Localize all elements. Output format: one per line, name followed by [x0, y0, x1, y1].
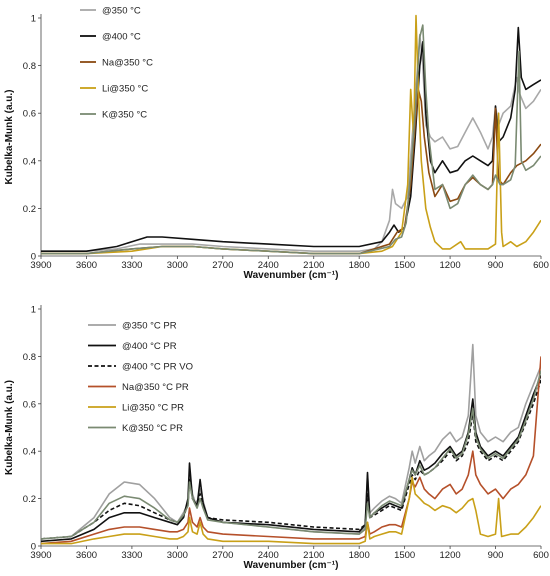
- series-lines: [41, 14, 541, 255]
- y-tick-label: 0.8: [23, 61, 36, 72]
- y-axis-title: Kubelka-Munk (a.u.): [4, 89, 15, 184]
- x-tick-label: 3600: [76, 550, 97, 561]
- legend-label: K@350 °C PR: [122, 423, 183, 434]
- x-tick-label: 3000: [167, 550, 188, 561]
- series-line-4: [41, 356, 541, 545]
- x-tick-label: 1500: [394, 260, 415, 271]
- x-tick-label: 2100: [303, 550, 324, 561]
- y-tick-label: 0.4: [23, 447, 36, 458]
- x-tick-label: 900: [488, 550, 504, 561]
- y-axis-title: Kubelka-Munk (a.u.): [4, 380, 15, 475]
- legend: @350 °C PR @400 °C PR @400 °C PR VO Na@350 …: [88, 321, 193, 434]
- series-line-6: [41, 370, 541, 540]
- x-tick-label: 2400: [258, 550, 279, 561]
- x-tick-label: 900: [488, 260, 504, 271]
- y-tick-label: 0.6: [23, 399, 36, 410]
- x-tick-label: 3900: [30, 550, 51, 561]
- x-tick-label: 3600: [76, 260, 97, 271]
- legend-label: @400 °C: [102, 32, 141, 43]
- x-tick-label: 3300: [121, 550, 142, 561]
- legend-label: @400 °C PR VO: [122, 362, 193, 373]
- legend-label: @350 °C PR: [122, 321, 177, 332]
- y-tick-label: 0.2: [23, 204, 36, 215]
- x-tick-label: 600: [533, 550, 549, 561]
- x-tick-label: 1800: [349, 260, 370, 271]
- x-axis-title: Wavenumber (cm⁻¹): [244, 270, 339, 281]
- series-lines: [41, 343, 541, 545]
- y-tick-label: 0: [31, 542, 36, 553]
- series-line-5: [41, 476, 541, 545]
- y-tick-label: 0.8: [23, 352, 36, 363]
- legend-label: Li@350 °C: [102, 84, 148, 95]
- x-tick-label: 1800: [349, 550, 370, 561]
- series-line-1: [41, 33, 541, 252]
- series-line-4: [41, 14, 541, 255]
- series-line-2: [41, 375, 541, 543]
- x-tick-label: 2400: [258, 260, 279, 271]
- x-tick-label: 2700: [212, 260, 233, 271]
- legend-label: Li@350 °C PR: [122, 403, 184, 414]
- legend-label: Na@350 °C: [102, 58, 153, 69]
- legend-label: Na@350 °C PR: [122, 382, 189, 393]
- y-tick-label: 0.4: [23, 156, 36, 167]
- series-line-1: [41, 343, 541, 540]
- chart-panel-1: 0 0.2 0.4 0.6 0.8 1 3900 3600 3300 3000 2700 2400 21…: [4, 6, 549, 282]
- y-tick-label: 0.2: [23, 494, 36, 505]
- chart-panel-2: 0 0.2 0.4 0.6 0.8 1 3900 3600 3300 3000 2700 2400 21…: [4, 305, 549, 572]
- y-tick-label: 1: [31, 305, 36, 316]
- y-tick-label: 0: [31, 252, 36, 263]
- y-tick-label: 1: [31, 14, 36, 25]
- y-tick-label: 0.6: [23, 109, 36, 120]
- x-tick-label: 1200: [440, 260, 461, 271]
- legend-label: @400 °C PR: [122, 341, 177, 352]
- x-tick-label: 3300: [121, 260, 142, 271]
- x-tick-label: 3000: [167, 260, 188, 271]
- legend-label: K@350 °C: [102, 110, 147, 121]
- x-axis-title: Wavenumber (cm⁻¹): [244, 560, 339, 571]
- series-line-5: [41, 24, 541, 255]
- legend-label: @350 °C: [102, 6, 141, 17]
- x-tick-label: 3900: [30, 260, 51, 271]
- x-tick-label: 2700: [212, 550, 233, 561]
- legend: @350 °C @400 °C Na@350 °C Li@350 °C K@350 °C: [80, 6, 153, 121]
- series-line-2: [41, 26, 541, 252]
- x-tick-label: 1500: [394, 550, 415, 561]
- x-tick-label: 600: [533, 260, 549, 271]
- series-line-3: [41, 379, 541, 540]
- x-tick-label: 2100: [303, 260, 324, 271]
- x-tick-label: 1200: [440, 550, 461, 561]
